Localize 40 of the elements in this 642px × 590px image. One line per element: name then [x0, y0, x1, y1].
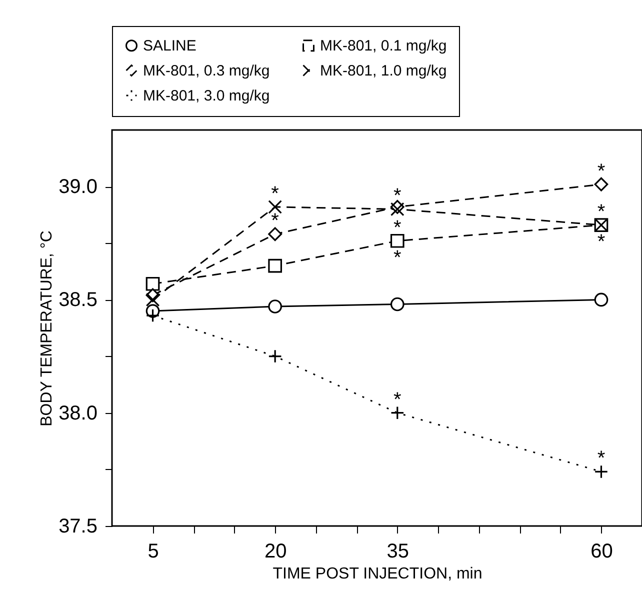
legend-label: MK-801, 1.0 mg/kg — [320, 62, 447, 80]
legend-label: MK-801, 0.1 mg/kg — [320, 38, 447, 55]
x-tick-label: 60 — [590, 540, 613, 562]
x-tick-label: 20 — [264, 540, 287, 562]
legend-label: MK-801, 3.0 mg/kg — [143, 88, 270, 104]
y-axis-title: BODY TEMPERATURE, °C — [38, 230, 56, 426]
annotation: * — [393, 388, 402, 411]
point — [146, 276, 160, 291]
x-tick-label: 35 — [386, 540, 410, 562]
annotation: * — [271, 210, 280, 232]
annotation: * — [393, 216, 402, 239]
annotation: * — [597, 201, 606, 224]
point — [390, 406, 404, 420]
y-tick-label: 38.0 — [58, 402, 98, 424]
legend-label: MK-801, 0.3 mg/kg — [143, 62, 270, 80]
point — [390, 234, 404, 248]
point — [390, 297, 404, 312]
legend-label: SALINE — [143, 38, 196, 55]
point — [268, 349, 282, 364]
x-axis-title: TIME POST INJECTION, min — [272, 566, 482, 582]
x-tick-label: 5 — [148, 540, 159, 562]
point — [594, 292, 608, 307]
point — [146, 308, 160, 322]
point — [268, 200, 282, 214]
point — [268, 258, 282, 273]
y-tick-label: 38.5 — [58, 289, 98, 312]
annotation: * — [271, 182, 280, 205]
point — [268, 300, 282, 314]
annotation: * — [597, 448, 606, 470]
annotation: * — [597, 160, 606, 182]
point — [594, 177, 608, 192]
y-tick-label: 37.5 — [58, 516, 98, 538]
point — [146, 292, 160, 307]
point — [268, 227, 282, 242]
annotation: * — [597, 231, 606, 254]
point — [390, 202, 404, 216]
point — [594, 464, 608, 479]
annotation: * — [393, 185, 402, 208]
annotation: * — [393, 246, 402, 269]
y-tick-label: 39.0 — [58, 176, 98, 198]
